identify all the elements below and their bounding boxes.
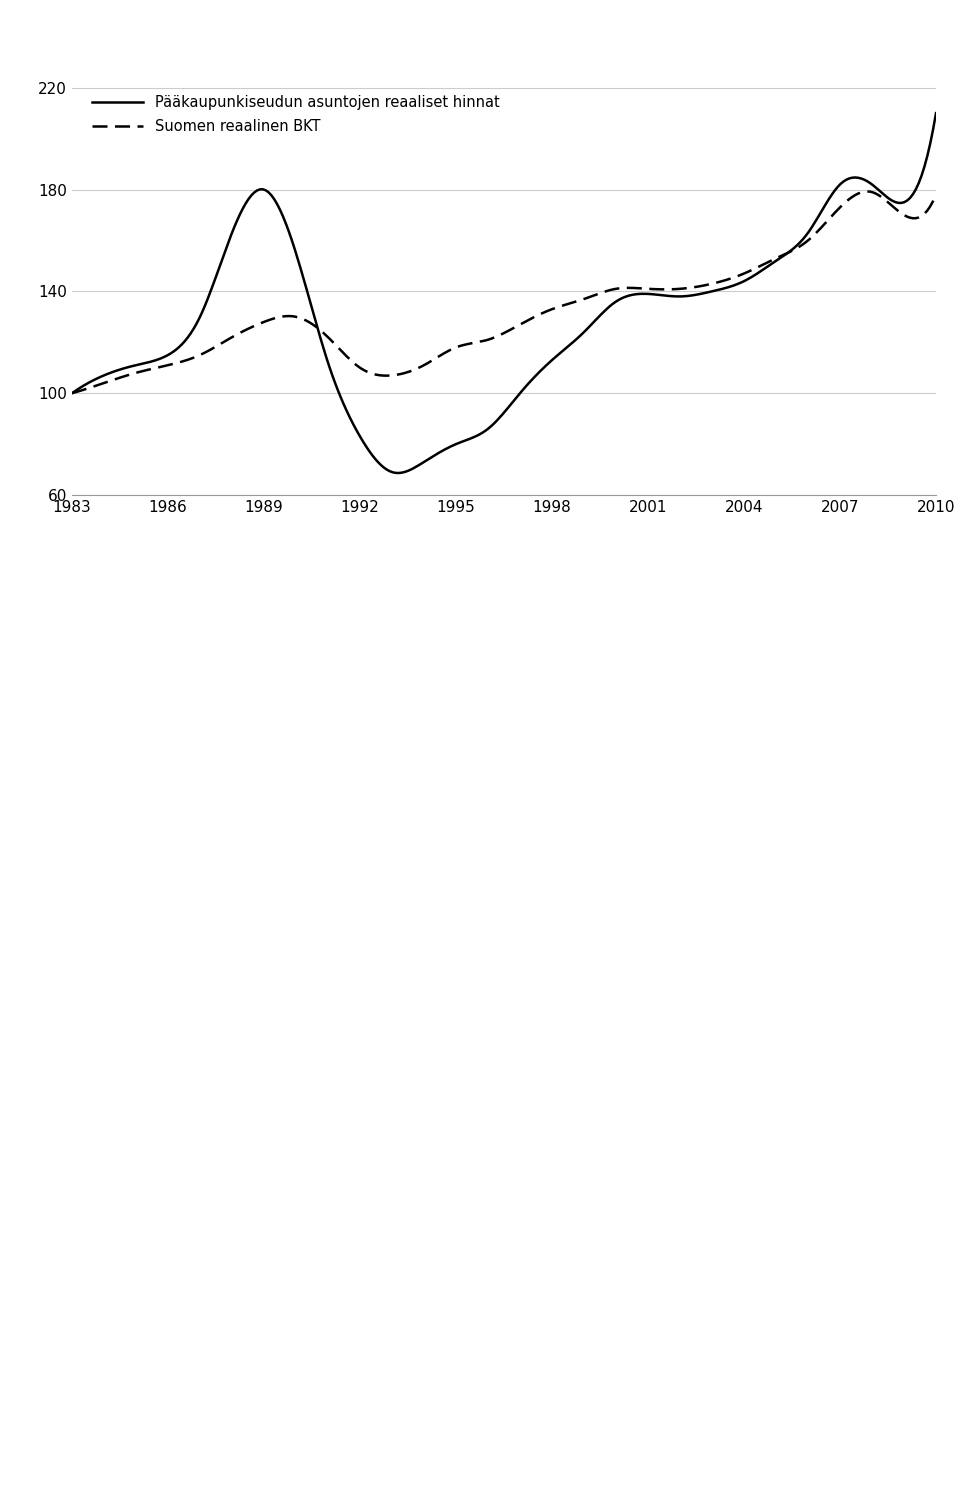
- Line: Pääkaupunkiseudun asuntojen reaaliset hinnat: Pääkaupunkiseudun asuntojen reaaliset hi…: [72, 113, 936, 472]
- Suomen reaalinen BKT: [930, 186, 942, 204]
- Suomen reaalinen BKT: [595, 284, 607, 302]
- Suomen reaalinen BKT: [795, 237, 806, 255]
- Suomen reaalinen BKT: [578, 290, 589, 308]
- Pääkaupunkiseudun asuntojen reaaliset hinnat: [798, 229, 809, 247]
- Suomen reaalinen BKT: [69, 383, 81, 401]
- Pääkaupunkiseudun asuntojen reaaliset hinnat: [581, 321, 592, 340]
- Line: Suomen reaalinen BKT: Suomen reaalinen BKT: [72, 192, 936, 394]
- Pääkaupunkiseudun asuntojen reaaliset hinnat: [69, 382, 81, 400]
- Pääkaupunkiseudun asuntojen reaaliset hinnat: [584, 318, 595, 337]
- Suomen reaalinen BKT: [850, 186, 861, 204]
- Suomen reaalinen BKT: [861, 183, 873, 201]
- Suomen reaalinen BKT: [581, 290, 592, 308]
- Suomen reaalinen BKT: [66, 385, 78, 403]
- Pääkaupunkiseudun asuntojen reaaliset hinnat: [66, 385, 78, 403]
- Pääkaupunkiseudun asuntojen reaaliset hinnat: [598, 303, 610, 321]
- Legend: Pääkaupunkiseudun asuntojen reaaliset hinnat, Suomen reaalinen BKT: Pääkaupunkiseudun asuntojen reaaliset hi…: [88, 91, 504, 139]
- Pääkaupunkiseudun asuntojen reaaliset hinnat: [393, 463, 404, 481]
- Pääkaupunkiseudun asuntojen reaaliset hinnat: [930, 104, 942, 122]
- Pääkaupunkiseudun asuntojen reaaliset hinnat: [852, 169, 864, 187]
